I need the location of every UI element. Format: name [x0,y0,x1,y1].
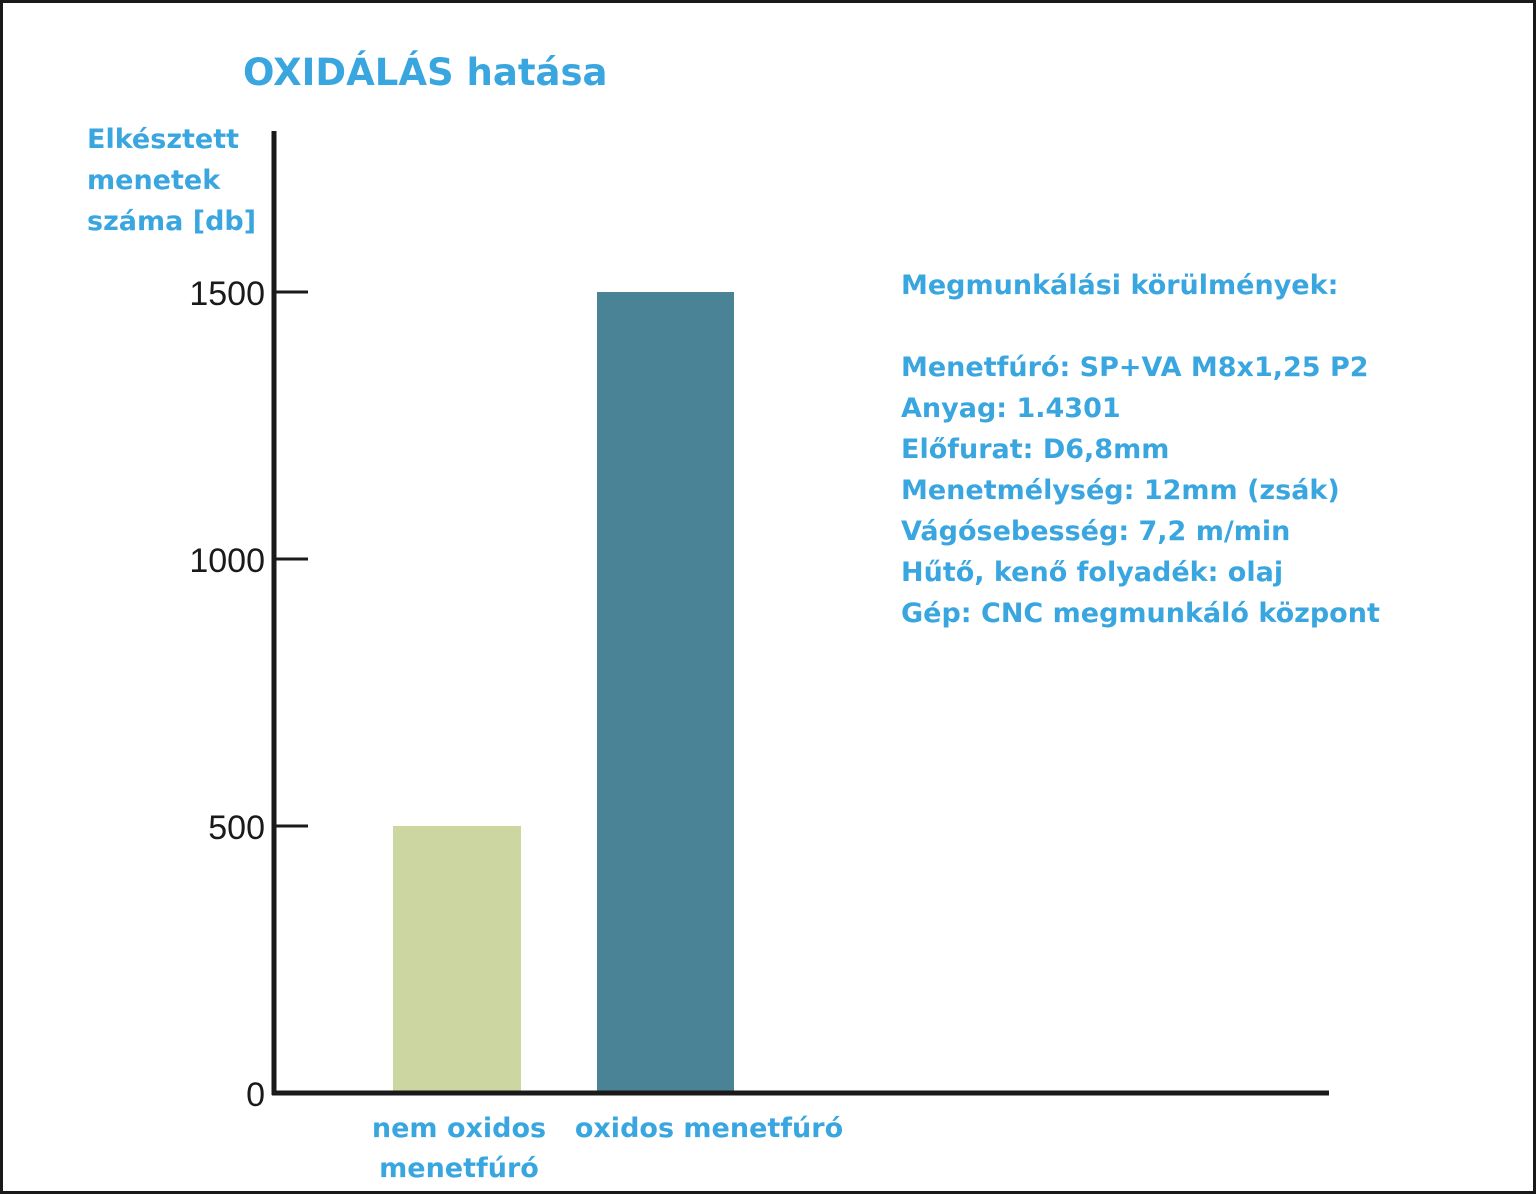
condition-line: Előfurat: D6,8mm [901,434,1170,465]
condition-line: Menetfúró: SP+VA M8x1,25 P2 [901,352,1369,383]
y-tick-label: 1500 [189,275,265,313]
y-tick-label: 500 [208,809,265,847]
condition-line: Anyag: 1.4301 [901,393,1121,424]
condition-line: Hűtő, kenő folyadék: olaj [901,557,1284,588]
bar [393,826,521,1093]
bar [597,292,734,1093]
condition-line: Menetmélység: 12mm (zsák) [901,475,1340,506]
conditions-panel: Megmunkálási körülmények: Menetfúró: SP+… [901,265,1380,634]
y-axis-label: Elkésztett menetek száma [db] [87,119,277,242]
y-axis-label-line: menetek [87,165,221,196]
x-category-label: menetfúró [379,1153,539,1184]
condition-line: Vágósebesség: 7,2 m/min [901,516,1291,547]
chart-title: OXIDÁLÁS hatása [243,51,608,94]
y-tick-label: 1000 [189,542,265,580]
y-axis-label-line: száma [db] [87,206,257,237]
condition-line: Gép: CNC megmunkáló központ [901,598,1380,629]
bar-chart: 0 500 1000 1500 nem oxidos menetfúró oxidos me… [189,131,1329,1184]
y-axis-label-line: Elkésztett [87,124,240,155]
x-category-label: nem oxidos [372,1113,546,1144]
conditions-heading: Megmunkálási körülmények: [901,270,1339,301]
y-tick-label: 0 [246,1076,265,1114]
x-category-label: oxidos menetfúró [575,1113,843,1144]
